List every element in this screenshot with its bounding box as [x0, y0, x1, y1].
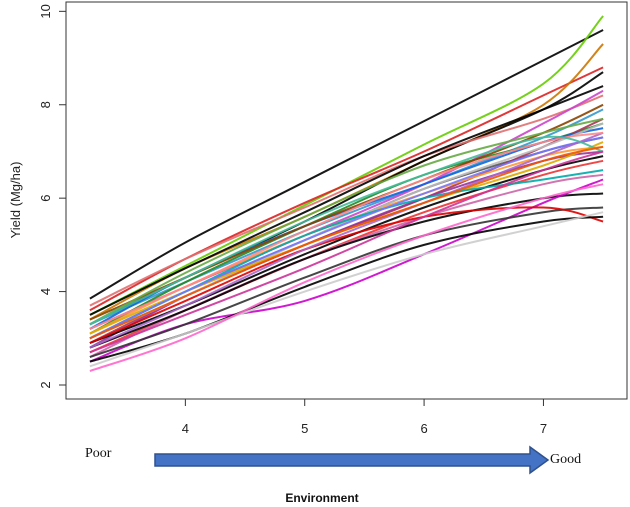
series-line-34 — [89, 135, 604, 326]
x-axis: 4 5 6 7 — [182, 399, 547, 436]
good-label: Good — [550, 452, 581, 467]
series-line-31 — [89, 131, 604, 349]
y-tick-label: 6 — [38, 195, 53, 202]
series-line-33 — [89, 85, 604, 316]
series-line-6 — [89, 94, 604, 307]
series-line-27 — [89, 183, 604, 372]
series-line-30 — [89, 136, 604, 340]
environment-arrow — [154, 445, 550, 475]
series-lines — [89, 15, 604, 372]
series-line-35 — [89, 145, 604, 340]
x-tick-label: 7 — [540, 421, 547, 436]
series-line-24 — [89, 206, 604, 344]
series-line-26 — [89, 211, 604, 368]
series-line-23 — [89, 206, 604, 358]
series-line-36 — [89, 150, 604, 354]
poor-label: Poor — [85, 446, 112, 461]
series-line-32 — [89, 131, 604, 330]
series-line-29 — [89, 117, 604, 326]
x-tick-label: 6 — [420, 421, 427, 436]
x-tick-label: 5 — [301, 421, 308, 436]
y-tick-label: 2 — [38, 381, 53, 388]
x-tick-label: 4 — [182, 421, 189, 436]
y-tick-label: 8 — [38, 101, 53, 108]
plot-area — [65, 1, 628, 400]
y-tick-label: 4 — [38, 288, 53, 295]
y-axis-label: Yield (Mg/ha) — [8, 162, 23, 239]
y-tick-label: 10 — [38, 4, 53, 18]
y-axis: 2 4 6 8 10 — [38, 4, 66, 389]
environment-label: Environment — [285, 491, 358, 505]
series-line-2 — [89, 15, 604, 316]
series-line-1 — [89, 29, 604, 300]
